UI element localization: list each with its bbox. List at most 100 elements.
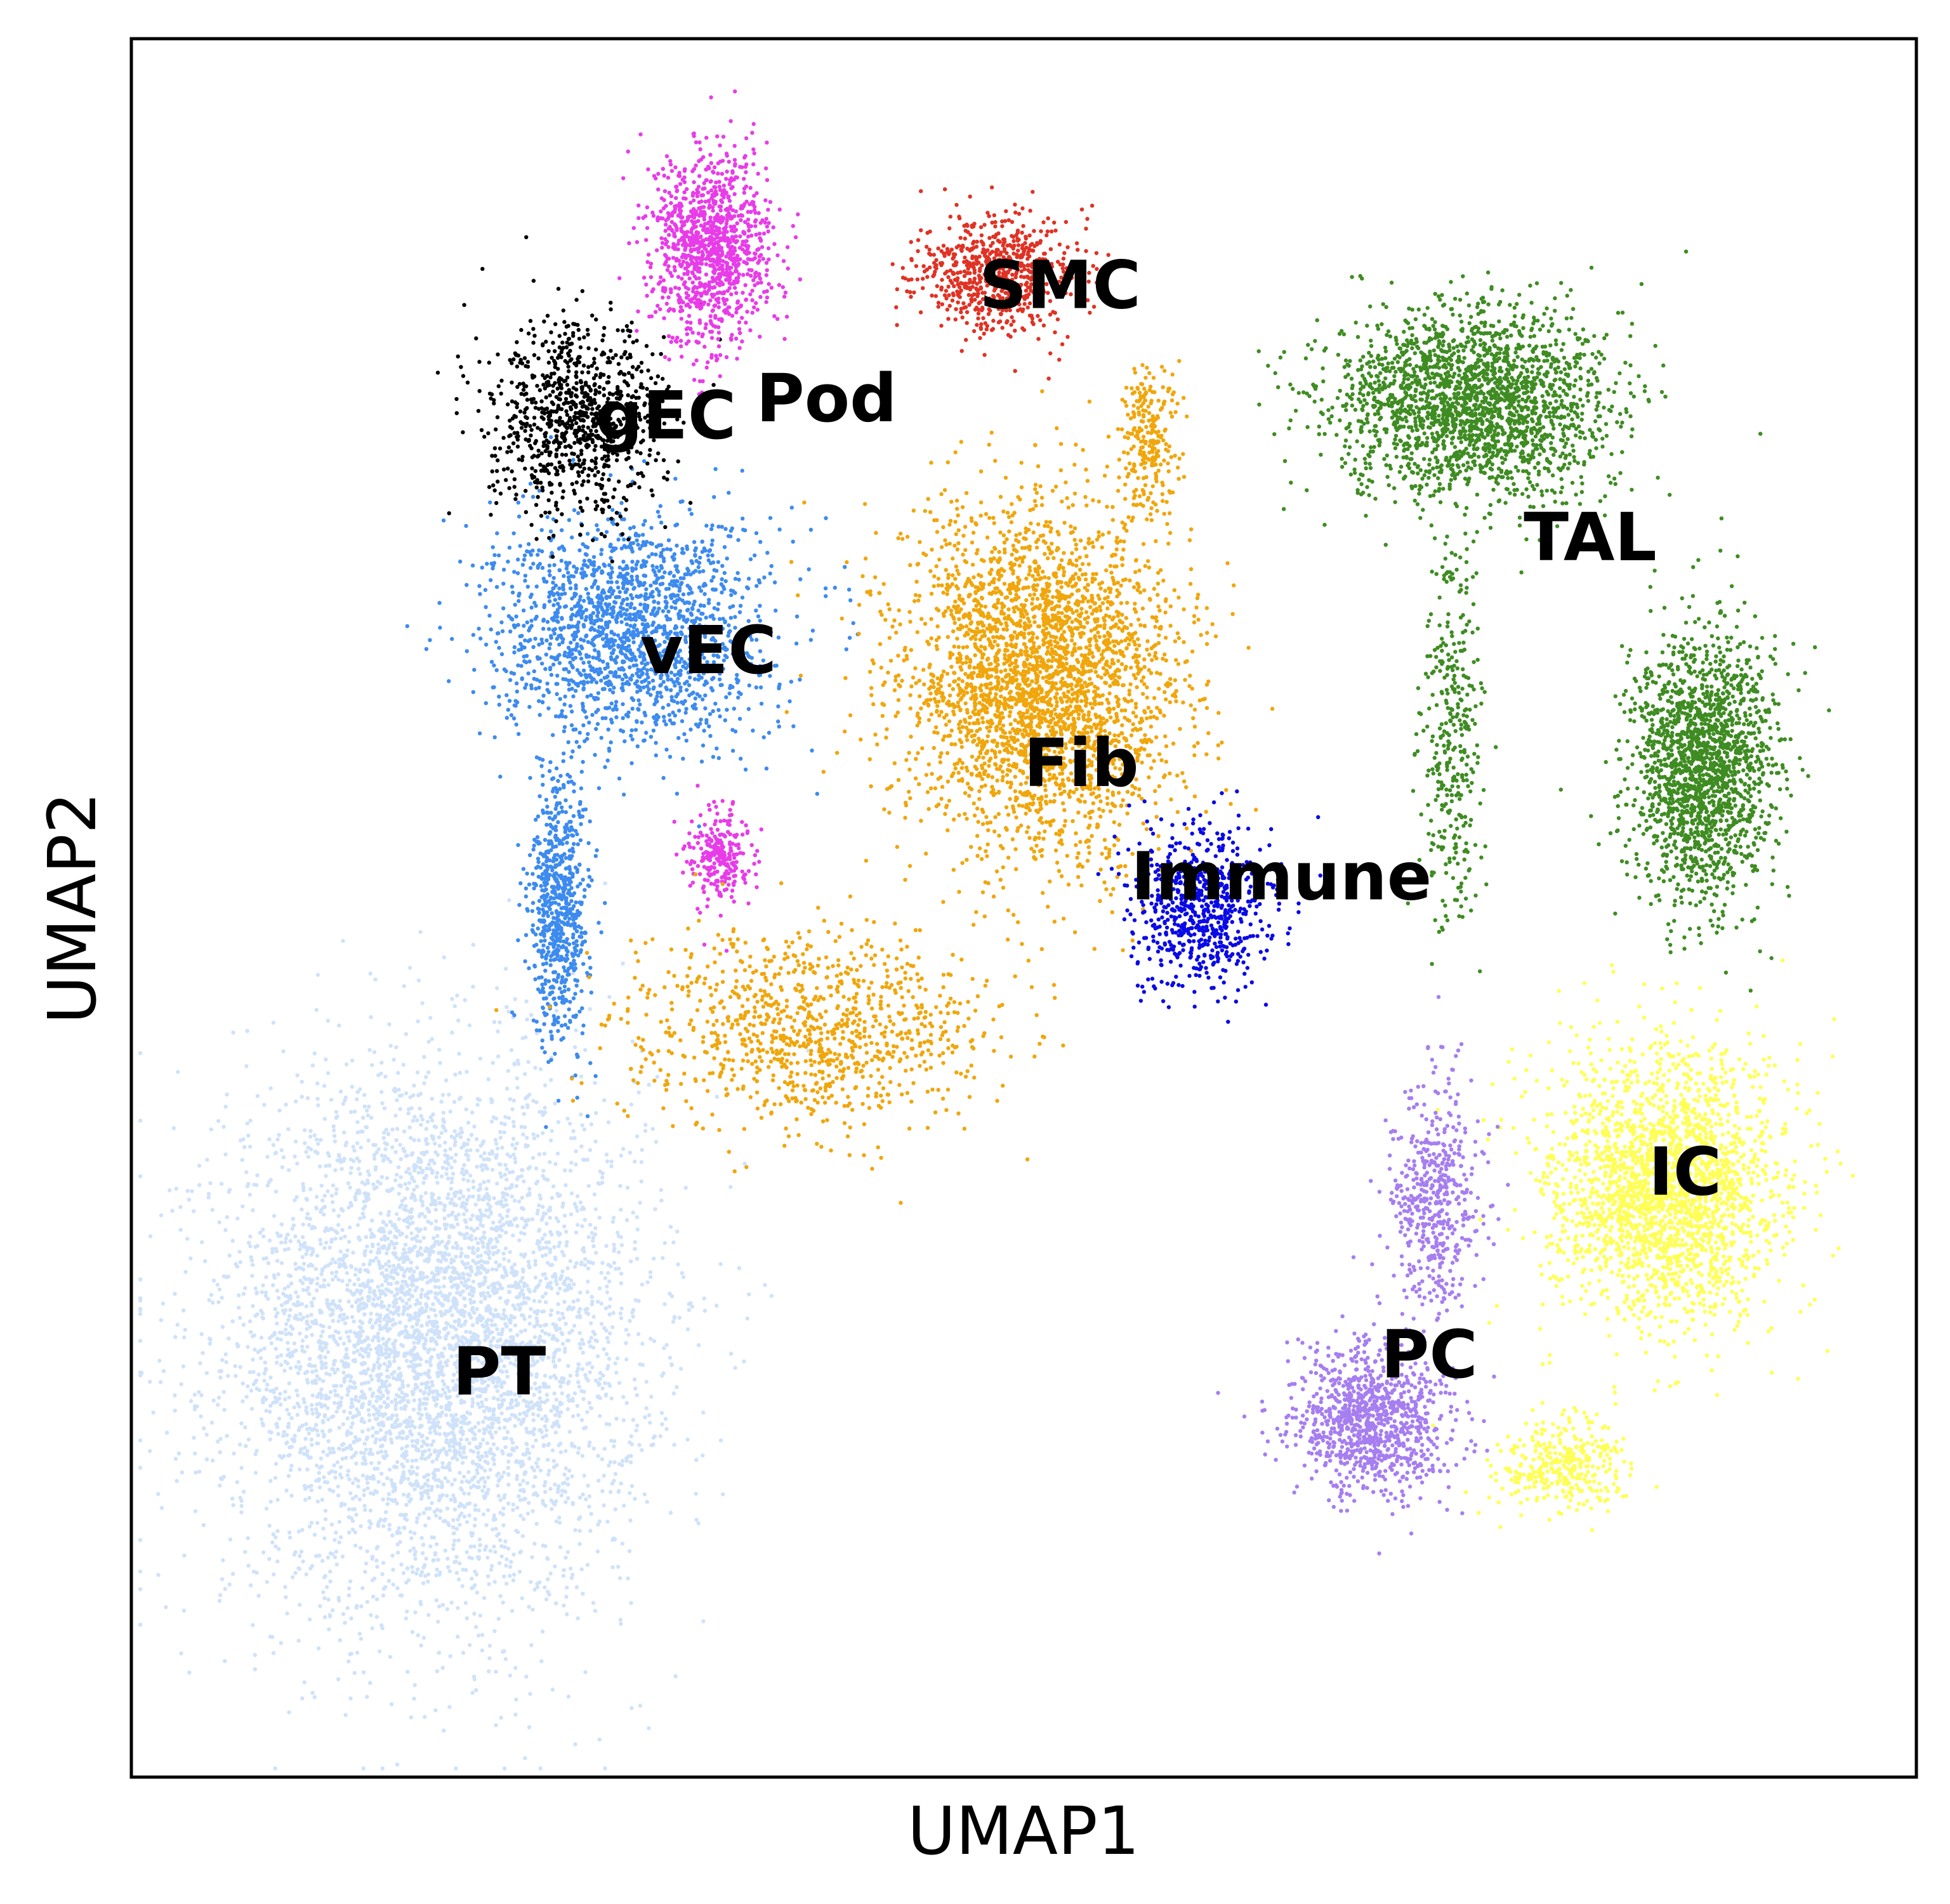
point-pt bbox=[300, 1339, 305, 1343]
point-pt bbox=[395, 1377, 399, 1382]
point-pt bbox=[433, 1478, 438, 1482]
point-pt bbox=[386, 1212, 391, 1218]
point-pt bbox=[336, 1277, 341, 1282]
point-pt bbox=[327, 1429, 332, 1433]
point-pt bbox=[359, 1546, 363, 1550]
point-pt bbox=[633, 1386, 638, 1391]
point-pt bbox=[418, 1357, 423, 1362]
point-pt bbox=[315, 1081, 320, 1086]
point-pt bbox=[388, 1310, 393, 1315]
point-pt bbox=[505, 1374, 510, 1379]
point-pt bbox=[275, 1422, 279, 1426]
point-pt bbox=[640, 1341, 645, 1346]
point-pt bbox=[397, 1229, 401, 1233]
point-pt bbox=[241, 1137, 246, 1141]
point-pt bbox=[279, 1303, 284, 1308]
point-pt bbox=[407, 1297, 412, 1302]
point-pt bbox=[442, 1382, 447, 1387]
point-pt bbox=[224, 1360, 228, 1364]
point-pt bbox=[415, 1516, 419, 1521]
point-pt bbox=[468, 1501, 472, 1506]
point-pt bbox=[525, 1094, 530, 1100]
point-pt bbox=[451, 1258, 456, 1263]
point-pt bbox=[628, 1491, 632, 1495]
point-pt bbox=[492, 1580, 497, 1584]
point-pt bbox=[385, 1237, 390, 1241]
point-pt bbox=[660, 1422, 664, 1427]
point-pt bbox=[550, 1507, 554, 1511]
point-pt bbox=[680, 1271, 685, 1275]
point-pt bbox=[272, 1214, 277, 1218]
point-pt bbox=[437, 1135, 441, 1139]
point-pt bbox=[406, 1107, 411, 1112]
point-pt bbox=[624, 1459, 629, 1463]
point-pt bbox=[678, 1367, 683, 1371]
point-pt bbox=[521, 1517, 526, 1521]
point-pt bbox=[506, 1208, 511, 1212]
point-pt bbox=[321, 1590, 326, 1594]
point-pt bbox=[418, 1398, 422, 1402]
point-pt bbox=[381, 1482, 386, 1487]
point-pt bbox=[553, 1482, 557, 1487]
point-pt bbox=[321, 1283, 326, 1288]
point-pt bbox=[407, 1181, 412, 1185]
point-pt bbox=[237, 1305, 241, 1310]
point-pt bbox=[313, 1381, 319, 1385]
point-pt bbox=[424, 1127, 428, 1131]
point-pt bbox=[452, 1192, 457, 1196]
point-pt bbox=[345, 1416, 350, 1421]
point-pt bbox=[275, 1322, 279, 1326]
point-pt bbox=[345, 1429, 350, 1433]
point-pt bbox=[444, 1294, 449, 1299]
point-pt bbox=[333, 1401, 337, 1405]
point-pt bbox=[647, 1726, 651, 1731]
point-pt bbox=[251, 1370, 256, 1374]
point-pt bbox=[279, 1402, 283, 1407]
point-pt bbox=[223, 1105, 228, 1109]
point-pt bbox=[179, 1382, 183, 1386]
point-pt bbox=[334, 1191, 338, 1196]
point-pt bbox=[586, 1266, 591, 1271]
point-pt bbox=[298, 1242, 303, 1247]
point-pt bbox=[365, 1599, 370, 1605]
point-pt bbox=[532, 1324, 537, 1329]
point-pt bbox=[484, 1250, 488, 1255]
point-pt bbox=[218, 1375, 223, 1380]
point-pt bbox=[179, 1651, 183, 1656]
point-pt bbox=[458, 1309, 462, 1313]
point-pt bbox=[577, 1495, 583, 1500]
point-pt bbox=[366, 1298, 371, 1303]
point-pt bbox=[494, 1290, 499, 1295]
point-pt bbox=[466, 1120, 471, 1125]
point-pt bbox=[284, 1441, 289, 1445]
point-pt bbox=[371, 1182, 376, 1186]
point-pt bbox=[510, 1440, 515, 1445]
point-pt bbox=[550, 1448, 555, 1453]
point-pt bbox=[526, 1218, 530, 1222]
point-pt bbox=[482, 1494, 486, 1499]
point-pt bbox=[391, 1582, 395, 1587]
point-pt bbox=[268, 1634, 273, 1639]
point-pt bbox=[397, 1387, 402, 1392]
point-pt bbox=[489, 1211, 493, 1216]
point-pt bbox=[348, 1491, 353, 1495]
point-pt bbox=[405, 1313, 411, 1317]
point-pt bbox=[565, 1586, 569, 1590]
point-pt bbox=[286, 1168, 291, 1172]
point-pt bbox=[409, 1195, 414, 1200]
point-pt bbox=[365, 1695, 369, 1699]
point-pt bbox=[591, 1345, 596, 1350]
point-pt bbox=[211, 1458, 215, 1463]
point-pt bbox=[639, 1179, 643, 1184]
point-pt bbox=[331, 1208, 336, 1212]
point-pt bbox=[303, 1128, 307, 1133]
point-pt bbox=[454, 1559, 458, 1564]
point-pt bbox=[319, 1341, 324, 1345]
point-pt bbox=[293, 1234, 298, 1239]
point-pt bbox=[268, 1437, 272, 1441]
point-pt bbox=[649, 1443, 654, 1448]
point-pt bbox=[230, 1319, 235, 1323]
point-pt bbox=[478, 1056, 483, 1061]
point-pt bbox=[336, 1319, 341, 1323]
point-pt bbox=[325, 1585, 329, 1589]
